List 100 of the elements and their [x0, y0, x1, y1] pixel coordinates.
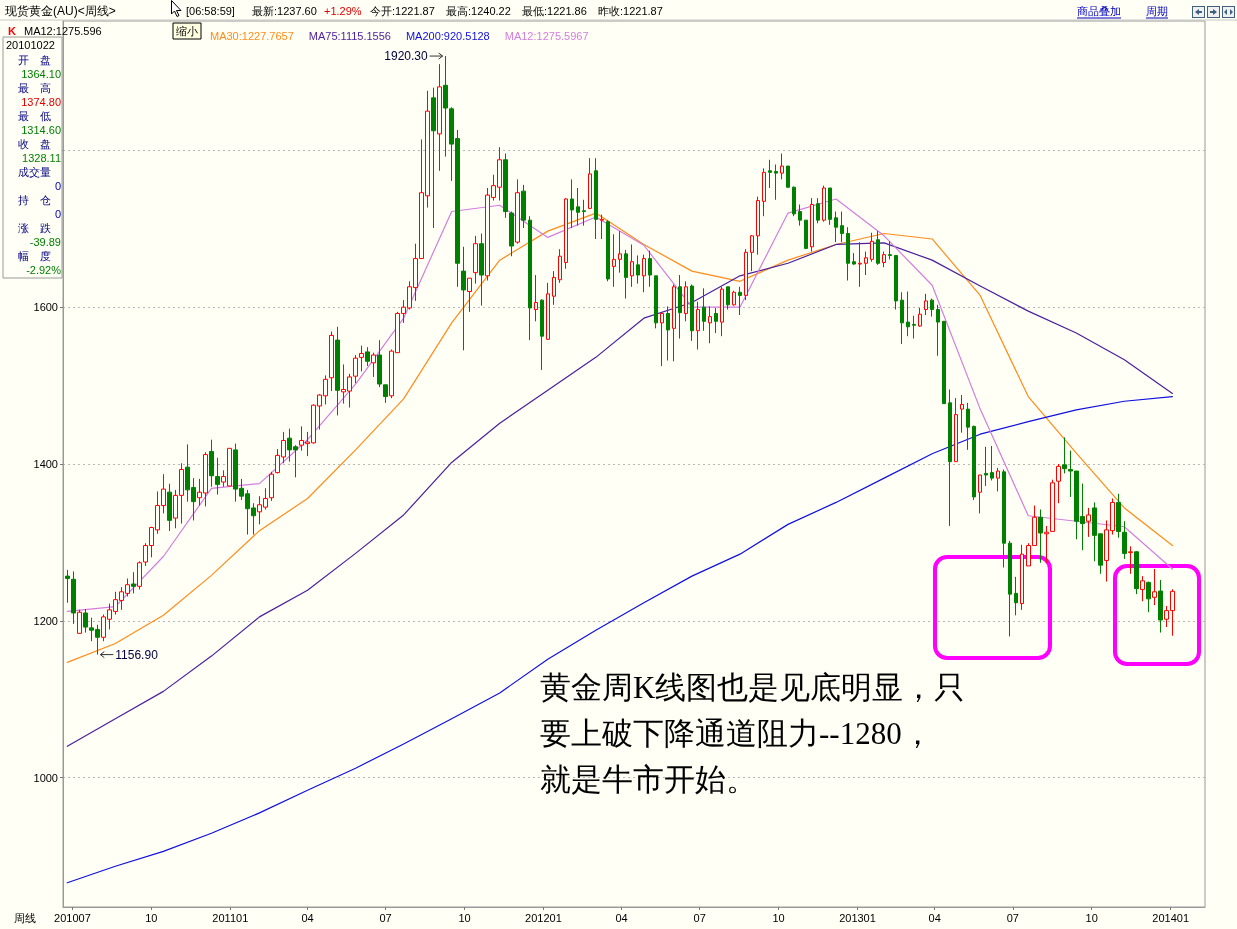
- x-tick-label: 07: [1006, 911, 1019, 924]
- candlestick: [918, 307, 922, 328]
- annotation: MA12:1275.596: [24, 25, 102, 37]
- candlestick: [852, 252, 856, 266]
- candlestick: [636, 254, 640, 285]
- text: 幅 度: [17, 250, 51, 262]
- x-tick-label: 10: [145, 911, 158, 924]
- text: 商品叠加: [1077, 5, 1121, 17]
- candlestick: [503, 153, 508, 219]
- candlestick: [1062, 436, 1067, 474]
- candlestick: [960, 394, 964, 434]
- candlestick: [431, 87, 436, 229]
- candlestick: [630, 243, 634, 288]
- candlestick: [509, 211, 514, 257]
- candlestick: [1038, 508, 1043, 564]
- candlestick: [750, 234, 754, 272]
- text: 最 高: [17, 82, 51, 94]
- candlestick: [792, 185, 796, 217]
- text: 昨收:1221.87: [598, 5, 663, 17]
- candlestick: [77, 609, 82, 634]
- annotation: 1920.30: [384, 49, 428, 64]
- candlestick: [1002, 468, 1006, 568]
- text: MA75:1115.1556: [308, 30, 391, 42]
- candlestick: [570, 178, 574, 229]
- candlestick: [371, 352, 376, 378]
- candlestick: [978, 474, 982, 514]
- candlestick: [828, 187, 832, 226]
- candlestick: [708, 305, 712, 344]
- text: 20101022: [6, 39, 55, 51]
- candlestick: [798, 203, 802, 227]
- text: +1.29%: [324, 5, 362, 17]
- text: 最新:1237.60: [252, 5, 317, 17]
- text: 涨 跌: [17, 222, 51, 234]
- candlestick: [900, 291, 904, 345]
- chart-title: 现货黄金(AU)<周线>: [5, 4, 116, 18]
- candlestick: [738, 286, 742, 316]
- line-series: [66, 242, 1173, 747]
- x-tick-label: 07: [693, 911, 706, 924]
- candlestick: [515, 178, 520, 245]
- candlestick: [756, 196, 760, 256]
- candlestick: [1128, 545, 1133, 575]
- x-tick-label: 07: [379, 911, 392, 924]
- candlestick: [1020, 544, 1024, 611]
- text: 持 仓: [17, 194, 51, 206]
- text: 开 盘: [17, 54, 51, 66]
- x-tick-label: 10: [772, 911, 785, 924]
- text: 成交量: [17, 166, 51, 178]
- candlestick: [215, 457, 220, 496]
- candlestick: [858, 241, 862, 288]
- candlestick: [540, 298, 544, 371]
- candlestick: [888, 240, 892, 260]
- text: 周线: [14, 912, 36, 924]
- candlestick: [558, 248, 562, 284]
- x-tick-label: 04: [615, 911, 628, 924]
- candlestick: [912, 315, 916, 340]
- candlestick: [744, 248, 748, 301]
- candlestick: [762, 167, 766, 217]
- candlestick: [906, 291, 910, 337]
- text: [06:58:59]: [186, 5, 235, 17]
- y-tick-label: 1400: [33, 458, 58, 470]
- candlestick: [678, 274, 682, 340]
- candlestick: [660, 312, 664, 367]
- text: 0: [54, 208, 61, 220]
- candlestick: [582, 199, 586, 227]
- annotation: 缩小: [176, 25, 198, 37]
- candlestick: [780, 153, 784, 180]
- candlestick: [894, 254, 898, 311]
- candlestick: [804, 219, 808, 250]
- candlestick: [594, 157, 598, 240]
- annotation: 1156.90: [115, 647, 159, 662]
- text: K: [8, 25, 16, 37]
- candlestick: [1146, 581, 1151, 613]
- candlestick: [269, 471, 274, 502]
- candlestick: [834, 211, 838, 243]
- candlestick: [882, 251, 886, 268]
- text: 今开:1221.87: [370, 5, 435, 17]
- candlestick: [1122, 520, 1127, 560]
- candlestick: [612, 233, 616, 288]
- candlestick: [948, 389, 952, 527]
- y-tick-label: 1600: [33, 301, 58, 314]
- candlestick: [930, 298, 934, 318]
- candlestick: [1140, 575, 1145, 602]
- candlestick: [990, 445, 994, 481]
- candlestick: [1152, 568, 1157, 606]
- y-tick-label: 1200: [33, 614, 58, 627]
- candlestick: [768, 159, 772, 189]
- candlestick: [966, 402, 970, 451]
- candlestick: [822, 185, 826, 223]
- candlestick: [840, 211, 844, 243]
- candlestick: [600, 214, 604, 240]
- candlestick: [774, 163, 778, 201]
- candlestick: [1086, 507, 1091, 538]
- candlestick: [437, 63, 442, 172]
- candlestick: [473, 235, 478, 285]
- candlestick: [1050, 479, 1055, 532]
- candlestick: [1008, 540, 1012, 637]
- x-tick-label: 201201: [525, 911, 562, 924]
- candlestick: [167, 483, 172, 532]
- text: 最高:1240.22: [446, 5, 511, 17]
- candlestick: [1134, 550, 1139, 595]
